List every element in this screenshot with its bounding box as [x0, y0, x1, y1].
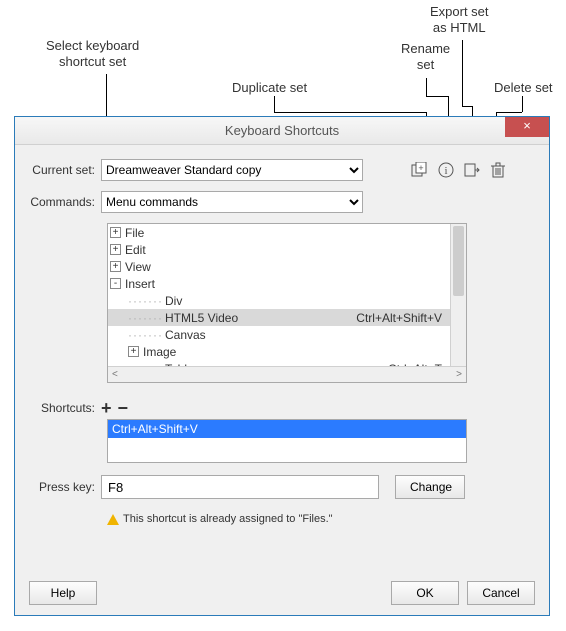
current-set-label: Current set:: [29, 163, 101, 177]
horizontal-scrollbar[interactable]: <>: [108, 366, 466, 382]
tree-item-label: File: [125, 226, 144, 240]
callout-line: [274, 112, 426, 113]
callout-duplicate-set: Duplicate set: [232, 80, 307, 96]
callout-line: [462, 106, 472, 107]
tree-branch-line: ·······: [128, 328, 163, 342]
rename-set-icon[interactable]: i: [437, 161, 455, 179]
tree-item-label: Image: [143, 345, 176, 359]
tree-expander[interactable]: -: [110, 278, 121, 289]
titlebar: Keyboard Shortcuts ×: [15, 117, 549, 145]
tree-item-label: Canvas: [165, 328, 206, 342]
vertical-scrollbar[interactable]: [450, 224, 466, 366]
tree-expander[interactable]: +: [110, 227, 121, 238]
tree-row[interactable]: + Edit: [108, 241, 450, 258]
callout-line: [274, 96, 275, 112]
commands-dropdown[interactable]: Menu commands: [101, 191, 363, 213]
keyboard-shortcuts-dialog: Keyboard Shortcuts × Current set: Dreamw…: [14, 116, 550, 616]
tree-item-label: View: [125, 260, 151, 274]
export-set-icon[interactable]: [463, 161, 481, 179]
tree-row[interactable]: -Insert: [108, 275, 450, 292]
tree-expander[interactable]: +: [110, 244, 121, 255]
warning-icon: [107, 514, 119, 525]
callout-select-set: Select keyboard shortcut set: [46, 38, 139, 69]
tree-item-label: Div: [165, 294, 182, 308]
callout-delete-set: Delete set: [494, 80, 553, 96]
delete-set-icon[interactable]: [489, 161, 507, 179]
cancel-button[interactable]: Cancel: [467, 581, 535, 605]
change-button[interactable]: Change: [395, 475, 465, 499]
svg-text:i: i: [444, 165, 447, 177]
tree-expander[interactable]: +: [128, 346, 139, 357]
current-set-dropdown[interactable]: Dreamweaver Standard copy: [101, 159, 363, 181]
callout-export-set: Export set as HTML: [430, 4, 489, 35]
tree-item-label: Insert: [125, 277, 155, 291]
svg-text:+: +: [418, 163, 423, 173]
callout-rename-set: Rename set: [401, 41, 450, 72]
press-key-input[interactable]: [101, 475, 379, 499]
tree-row[interactable]: + View: [108, 258, 450, 275]
shortcut-entry[interactable]: Ctrl+Alt+Shift+V: [108, 420, 466, 438]
tree-item-label: Edit: [125, 243, 146, 257]
warning-message: This shortcut is already assigned to "Fi…: [107, 513, 535, 525]
tree-branch-line: ·······: [128, 311, 163, 325]
ok-button[interactable]: OK: [391, 581, 459, 605]
tree-branch-line: ·······: [128, 294, 163, 308]
tree-item-label: HTML5 Video: [165, 311, 238, 325]
shortcuts-list[interactable]: Ctrl+Alt+Shift+V: [107, 419, 467, 463]
dialog-title: Keyboard Shortcuts: [225, 123, 339, 138]
close-button[interactable]: ×: [505, 117, 549, 137]
callout-line: [462, 40, 463, 106]
tree-item-shortcut: Ctrl+Alt+Shift+V: [356, 311, 450, 325]
tree-row[interactable]: ·······HTML5 Video Ctrl+Alt+Shift+V: [108, 309, 450, 326]
commands-tree[interactable]: +File+Edit+View-Insert·······Div·······H…: [107, 223, 467, 383]
shortcuts-label: Shortcuts:: [29, 401, 101, 415]
duplicate-set-icon[interactable]: +: [411, 161, 429, 179]
warning-text: This shortcut is already assigned to "Fi…: [123, 513, 333, 525]
callout-line: [522, 96, 523, 112]
remove-shortcut-button[interactable]: −: [118, 401, 129, 415]
callout-line: [426, 96, 448, 97]
tree-row[interactable]: ·······Div: [108, 292, 450, 309]
tree-row[interactable]: + Image: [108, 343, 450, 360]
commands-label: Commands:: [29, 195, 101, 209]
tree-row[interactable]: + File: [108, 224, 450, 241]
press-key-label: Press key:: [29, 480, 101, 494]
add-shortcut-button[interactable]: +: [101, 401, 112, 415]
callout-line: [426, 78, 427, 96]
help-button[interactable]: Help: [29, 581, 97, 605]
tree-row[interactable]: ·······Canvas: [108, 326, 450, 343]
tree-expander[interactable]: +: [110, 261, 121, 272]
callout-line: [496, 112, 522, 113]
